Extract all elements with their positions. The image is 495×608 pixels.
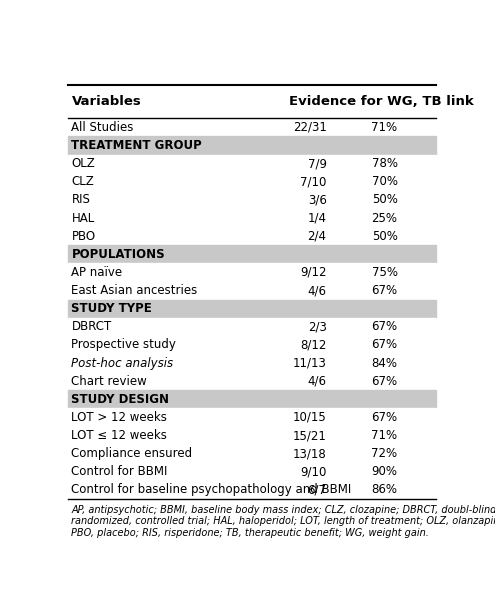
Text: Post-hoc analysis: Post-hoc analysis	[71, 356, 174, 370]
Text: LOT ≤ 12 weeks: LOT ≤ 12 weeks	[71, 429, 167, 442]
Bar	[68, 409, 436, 426]
Text: 70%: 70%	[372, 175, 397, 188]
Text: Control for baseline psychopathology and BBMI: Control for baseline psychopathology and…	[71, 483, 352, 496]
Text: 8/12: 8/12	[300, 339, 327, 351]
Bar	[68, 390, 436, 409]
Bar	[68, 336, 436, 354]
Text: 86%: 86%	[372, 483, 397, 496]
Text: 10/15: 10/15	[293, 411, 327, 424]
Bar	[68, 318, 436, 336]
Bar	[68, 481, 436, 499]
Text: 3/6: 3/6	[308, 193, 327, 207]
Text: 72%: 72%	[371, 447, 397, 460]
Text: HAL: HAL	[71, 212, 95, 224]
Text: 75%: 75%	[372, 266, 397, 279]
Text: Control for BBMI: Control for BBMI	[71, 465, 168, 478]
Text: LOT > 12 weeks: LOT > 12 weeks	[71, 411, 167, 424]
Bar	[68, 209, 436, 227]
Text: STUDY DESIGN: STUDY DESIGN	[71, 393, 169, 406]
Text: 25%: 25%	[372, 212, 397, 224]
Text: 13/18: 13/18	[293, 447, 327, 460]
Text: STUDY TYPE: STUDY TYPE	[71, 302, 152, 315]
Text: 22/31: 22/31	[293, 121, 327, 134]
Text: 9/10: 9/10	[300, 465, 327, 478]
Text: 2/3: 2/3	[308, 320, 327, 333]
Bar	[68, 282, 436, 300]
Text: 15/21: 15/21	[293, 429, 327, 442]
Text: 67%: 67%	[371, 411, 397, 424]
Text: Variables: Variables	[71, 95, 141, 108]
Text: AP naïve: AP naïve	[71, 266, 123, 279]
Text: 50%: 50%	[372, 230, 397, 243]
Text: Chart review: Chart review	[71, 375, 147, 388]
Text: 71%: 71%	[371, 429, 397, 442]
Text: Prospective study: Prospective study	[71, 339, 176, 351]
Text: 78%: 78%	[372, 157, 397, 170]
Text: DBRCT: DBRCT	[71, 320, 112, 333]
Bar	[68, 154, 436, 173]
Bar	[68, 372, 436, 390]
Bar	[68, 119, 436, 137]
Text: 6/7: 6/7	[307, 483, 327, 496]
Bar	[68, 137, 436, 154]
Text: CLZ: CLZ	[71, 175, 94, 188]
Bar	[68, 245, 436, 263]
Bar	[68, 263, 436, 282]
Text: 1/4: 1/4	[307, 212, 327, 224]
Bar	[68, 444, 436, 463]
Text: 4/6: 4/6	[307, 375, 327, 388]
Text: 90%: 90%	[372, 465, 397, 478]
Text: 67%: 67%	[371, 284, 397, 297]
Text: 2/4: 2/4	[307, 230, 327, 243]
Text: Compliance ensured: Compliance ensured	[71, 447, 193, 460]
Text: 7/10: 7/10	[300, 175, 327, 188]
Bar	[68, 300, 436, 318]
Text: OLZ: OLZ	[71, 157, 95, 170]
Bar	[68, 463, 436, 481]
Text: AP, antipsychotic; BBMI, baseline body mass index; CLZ, clozapine; DBRCT, doubl-: AP, antipsychotic; BBMI, baseline body m…	[71, 505, 495, 538]
Bar	[68, 191, 436, 209]
Text: 67%: 67%	[371, 339, 397, 351]
Text: 11/13: 11/13	[293, 356, 327, 370]
Text: 84%: 84%	[372, 356, 397, 370]
Text: 71%: 71%	[371, 121, 397, 134]
Text: East Asian ancestries: East Asian ancestries	[71, 284, 198, 297]
Text: All Studies: All Studies	[71, 121, 134, 134]
Text: PBO: PBO	[71, 230, 96, 243]
Bar	[68, 426, 436, 444]
Text: Evidence for WG, TB link: Evidence for WG, TB link	[289, 95, 474, 108]
Text: POPULATIONS: POPULATIONS	[71, 248, 165, 261]
Text: RIS: RIS	[71, 193, 91, 207]
Text: 4/6: 4/6	[307, 284, 327, 297]
Text: TREATMENT GROUP: TREATMENT GROUP	[71, 139, 202, 152]
Text: 67%: 67%	[371, 320, 397, 333]
Text: 67%: 67%	[371, 375, 397, 388]
Text: 7/9: 7/9	[307, 157, 327, 170]
Bar	[68, 227, 436, 245]
Text: 50%: 50%	[372, 193, 397, 207]
Bar	[68, 173, 436, 191]
Bar	[68, 354, 436, 372]
Text: 9/12: 9/12	[300, 266, 327, 279]
